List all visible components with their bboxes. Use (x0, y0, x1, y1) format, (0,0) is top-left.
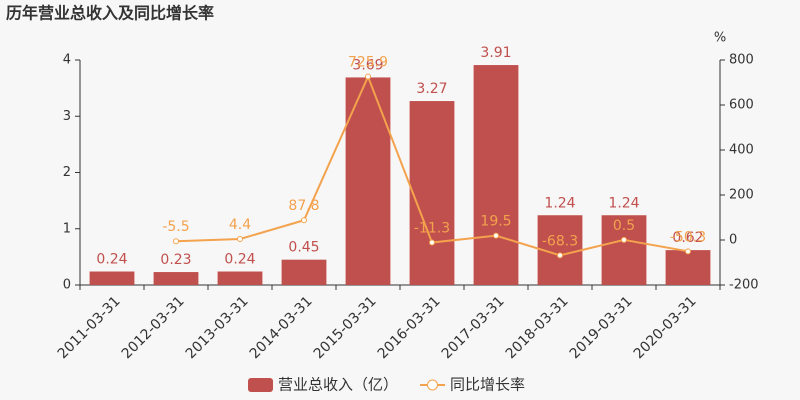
bar-value-label: 1.24 (544, 195, 575, 211)
line-value-label: -11.3 (414, 221, 450, 237)
bar-value-label: 0.24 (224, 252, 255, 268)
y2-tick-label: 0 (729, 233, 737, 248)
y-tick-label: 2 (63, 165, 71, 180)
x-tick-label: 2017-03-31 (439, 293, 508, 362)
bar (409, 101, 455, 285)
bar-value-label: 1.24 (608, 195, 639, 211)
legend-label: 同比增长率 (450, 376, 525, 394)
bar-value-label: 3.91 (480, 45, 511, 61)
bar (601, 215, 647, 285)
bar (281, 259, 327, 285)
line-point (365, 73, 371, 80)
y-tick-label: 3 (63, 109, 71, 124)
legend-swatch (427, 379, 439, 391)
bar-value-label: 3.27 (416, 81, 447, 97)
line-value-label: -68.3 (542, 233, 578, 249)
line-value-label: 0.5 (613, 218, 635, 234)
x-tick-label: 2019-03-31 (567, 293, 636, 362)
bar-value-label: 0.62 (672, 230, 703, 246)
x-tick-label: 2014-03-31 (247, 293, 316, 362)
x-tick-label: 2018-03-31 (503, 293, 572, 362)
line-value-label: -50.3 (670, 229, 706, 245)
x-tick-label: 2013-03-31 (183, 293, 252, 362)
bar (345, 77, 391, 285)
line-point (621, 236, 627, 243)
x-tick-label: 2016-03-31 (375, 293, 444, 362)
y2-tick-label: 800 (729, 53, 754, 68)
line-value-label: 87.8 (288, 198, 319, 214)
line-value-label: -5.5 (162, 219, 189, 235)
line-point (557, 252, 563, 259)
bar-value-label: 0.24 (96, 252, 127, 268)
bar (153, 272, 199, 285)
y-tick-label: 1 (63, 221, 71, 236)
x-tick-label: 2012-03-31 (119, 293, 188, 362)
y-tick-label: 0 (63, 278, 71, 293)
y2-tick-label: -200 (729, 278, 759, 293)
x-tick-label: 2015-03-31 (311, 293, 380, 362)
y2-tick-label: 400 (729, 143, 754, 158)
x-tick-label: 2011-03-31 (55, 293, 124, 362)
chart-title: 历年营业总收入及同比增长率 (6, 4, 214, 23)
bar-value-label: 0.23 (160, 252, 191, 268)
line-point (237, 236, 243, 243)
line-point (493, 232, 499, 239)
line-point (301, 217, 307, 224)
legend-label: 营业总收入（亿） (278, 376, 398, 394)
x-tick-label: 2020-03-31 (631, 293, 700, 362)
y2-tick-label: 200 (729, 188, 754, 203)
line-value-label: 4.4 (229, 217, 251, 233)
bar (473, 65, 519, 285)
legend-swatch (248, 378, 273, 392)
bar (217, 271, 263, 285)
line-point (173, 238, 179, 245)
line-value-label: 19.5 (480, 214, 511, 230)
line-value-label: 725.9 (348, 55, 388, 71)
bar-value-label: 3.69 (352, 57, 383, 73)
y2-tick-label: 600 (729, 98, 754, 113)
y-tick-label: 4 (63, 53, 71, 68)
bar-value-label: 0.45 (288, 240, 319, 256)
bar (665, 250, 711, 285)
y2-unit: % (714, 31, 726, 46)
line-point (685, 248, 691, 255)
line-point (429, 239, 435, 246)
bar (89, 271, 135, 285)
